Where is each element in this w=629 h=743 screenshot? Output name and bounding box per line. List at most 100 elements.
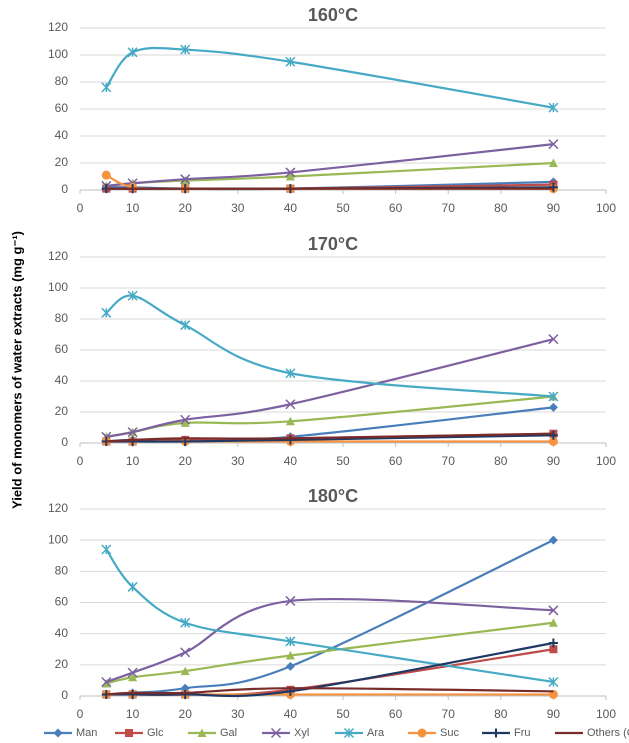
marker — [101, 82, 112, 93]
marker — [180, 647, 191, 658]
marker — [548, 605, 559, 616]
legend-label: Ara — [367, 727, 385, 739]
marker — [548, 430, 558, 440]
marker — [180, 617, 191, 628]
marker — [548, 158, 558, 167]
marker — [180, 689, 190, 699]
y-tick-label: 0 — [61, 435, 68, 449]
x-tick-label: 70 — [442, 454, 456, 468]
marker — [548, 102, 559, 113]
y-tick-label: 40 — [55, 128, 69, 142]
y-tick-label: 120 — [48, 20, 68, 34]
y-tick-label: 40 — [55, 626, 69, 640]
series-line — [106, 687, 554, 696]
marker — [101, 676, 112, 688]
series-line — [105, 294, 554, 398]
x-tick-label: 80 — [494, 201, 508, 215]
x-tick-label: 90 — [547, 454, 561, 468]
legend-label: Others (GalA+GlcA+Rha) — [587, 727, 629, 739]
y-tick-label: 80 — [55, 564, 69, 578]
x-tick-label: 30 — [231, 707, 245, 721]
x-tick-label: 30 — [231, 454, 245, 468]
marker — [127, 290, 138, 301]
x-tick-label: 40 — [284, 454, 298, 468]
series-line — [105, 548, 554, 684]
marker — [548, 139, 559, 150]
marker — [548, 618, 558, 627]
legend-label: Suc — [440, 727, 459, 739]
marker — [285, 636, 296, 647]
marker — [285, 368, 296, 379]
marker — [127, 667, 138, 678]
marker — [548, 402, 558, 412]
x-tick-label: 100 — [596, 454, 616, 468]
marker — [285, 435, 295, 445]
marker — [180, 666, 190, 676]
marker — [53, 728, 63, 738]
marker — [285, 661, 295, 671]
marker — [285, 56, 296, 67]
chart-title: 170°C — [308, 234, 358, 254]
series-line — [106, 338, 554, 438]
x-tick-label: 60 — [389, 707, 403, 721]
marker — [180, 320, 191, 331]
marker — [343, 727, 355, 739]
series-line — [106, 432, 554, 443]
series-line — [106, 143, 554, 188]
x-tick-label: 40 — [284, 201, 298, 215]
marker — [125, 729, 133, 737]
marker — [548, 436, 558, 446]
marker — [101, 544, 112, 555]
x-tick-label: 50 — [336, 707, 350, 721]
marker — [101, 307, 112, 318]
marker — [548, 638, 558, 648]
y-tick-label: 80 — [55, 74, 69, 88]
x-tick-label: 60 — [389, 201, 403, 215]
x-tick-label: 90 — [547, 201, 561, 215]
marker — [128, 436, 138, 446]
marker — [127, 581, 138, 592]
x-tick-label: 50 — [336, 201, 350, 215]
marker — [127, 47, 138, 58]
y-tick-label: 20 — [55, 404, 69, 418]
x-tick-label: 10 — [126, 454, 140, 468]
y-axis-label: Yield of monomers of water extracts (mg … — [9, 231, 24, 509]
x-tick-label: 10 — [126, 201, 140, 215]
marker — [285, 650, 295, 660]
y-tick-label: 80 — [55, 311, 69, 325]
chart-title: 160°C — [308, 5, 358, 25]
marker — [285, 595, 296, 606]
marker — [548, 676, 559, 688]
x-tick-label: 0 — [77, 707, 84, 721]
legend-label: Xyl — [294, 727, 309, 739]
series-line — [106, 161, 554, 188]
x-tick-label: 100 — [596, 707, 616, 721]
marker — [180, 418, 190, 427]
y-tick-label: 60 — [55, 342, 69, 356]
x-tick-label: 60 — [389, 454, 403, 468]
series-line — [105, 46, 554, 109]
marker — [270, 727, 282, 739]
marker — [180, 44, 191, 55]
x-tick-label: 80 — [494, 454, 508, 468]
x-tick-label: 20 — [179, 201, 193, 215]
x-tick-label: 20 — [179, 454, 193, 468]
legend-label: Gal — [220, 727, 237, 739]
x-tick-label: 50 — [336, 454, 350, 468]
y-tick-label: 0 — [61, 688, 68, 702]
x-tick-label: 30 — [231, 201, 245, 215]
x-tick-label: 80 — [494, 707, 508, 721]
legend-label: Man — [76, 727, 97, 739]
y-tick-label: 60 — [55, 595, 69, 609]
marker — [491, 728, 501, 738]
marker — [128, 689, 138, 699]
marker — [128, 672, 138, 682]
y-tick-label: 120 — [48, 249, 68, 263]
x-tick-label: 10 — [126, 707, 140, 721]
marker — [180, 414, 191, 425]
y-tick-label: 20 — [55, 657, 69, 671]
x-tick-label: 90 — [547, 707, 561, 721]
x-tick-label: 20 — [179, 707, 193, 721]
legend-label: Fru — [514, 727, 531, 739]
